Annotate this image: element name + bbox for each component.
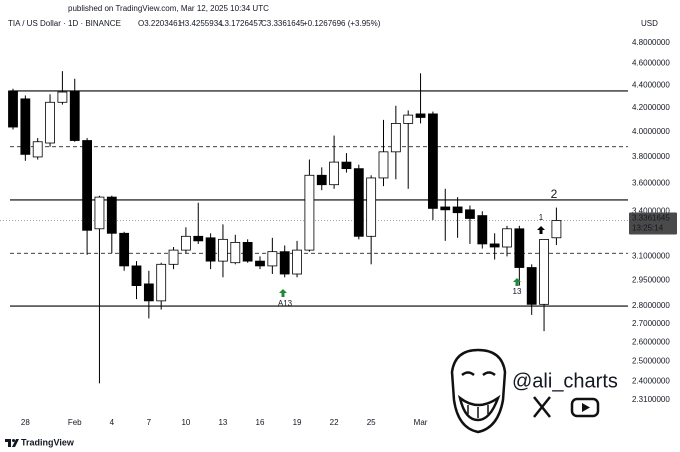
candle-body (20, 98, 31, 155)
ohlc-legend: O3.2203461H3.4255934L3.1726457C3.3361645… (138, 19, 381, 28)
x-tick-label: 22 (330, 418, 339, 427)
x-tick-label: 28 (21, 418, 30, 427)
signal-label: 13 (513, 287, 522, 296)
y-tick-label: 2.5000000 (632, 357, 670, 366)
change-value: +0.1267696 (+3.95%) (303, 19, 381, 28)
signal-label: 2 (551, 187, 558, 201)
candle-body (514, 228, 525, 268)
countdown-label: 13:25:14 (632, 224, 664, 233)
candle-body (477, 215, 488, 245)
candle-body (205, 237, 216, 262)
candle-body (106, 196, 117, 234)
candle-body (267, 251, 278, 267)
y-tick-label: 3.4000000 (632, 206, 670, 215)
candle-body (403, 114, 414, 124)
candle-body (131, 265, 142, 286)
candle-body (551, 220, 562, 239)
candle-body (539, 239, 549, 305)
candle-body (390, 123, 401, 153)
ohlc-value: L3.1726457 (220, 19, 263, 28)
candle-body (242, 241, 253, 262)
candle-body (193, 235, 204, 242)
watermark-face (450, 348, 507, 434)
y-tick-label: 3.8000000 (632, 152, 670, 161)
candle-body (316, 174, 327, 186)
y-tick-label: 2.9500000 (632, 276, 670, 285)
x-tick-label: 25 (367, 418, 376, 427)
candle-body (230, 241, 241, 264)
candle-body (292, 249, 302, 275)
tradingview-logo (5, 439, 19, 447)
candle-body (69, 90, 80, 141)
candle-body (452, 206, 463, 214)
candle-body (255, 260, 265, 267)
y-tick-label: 3.1000000 (632, 251, 670, 260)
y-tick-label: 2.7000000 (632, 319, 670, 328)
y-tick-label: 4.0000000 (632, 127, 670, 136)
signal-arrow (513, 278, 521, 286)
x-tick-label: 7 (147, 418, 152, 427)
plot-area: 4.8000000 4.6000000 4.4000000 4.2000000 4.00… (0, 38, 677, 427)
signal-label: A13 (278, 299, 293, 308)
ohlc-value: C3.3361645 (261, 19, 305, 28)
y-tick-label: 2.8000000 (632, 301, 670, 310)
candle-body (353, 168, 364, 237)
candle-body (279, 251, 290, 275)
candle-body (440, 206, 451, 211)
candle-body (415, 113, 426, 118)
candle-body (32, 141, 43, 158)
candle-body (57, 91, 68, 103)
y-tick-label: 2.3100000 (632, 395, 670, 404)
ohlc-value: H3.4255934 (179, 19, 223, 28)
y-tick-label: 4.8000000 (632, 38, 670, 47)
y-tick-label: 4.4000000 (632, 80, 670, 89)
x-tick-label: Mar (414, 418, 428, 427)
candle-body (366, 177, 377, 237)
candle-body (329, 161, 340, 186)
footer-brand: TradingView (21, 437, 75, 447)
ohlc-value: O3.2203461 (138, 19, 183, 28)
x-icon (533, 396, 551, 418)
published-note: published on TradingView.com, Mar 12, 20… (68, 4, 269, 13)
currency-label: USD (641, 19, 658, 28)
y-tick-label: 2.6000000 (632, 337, 670, 346)
y-tick-label: 2.4000000 (632, 376, 670, 385)
x-tick-label: 10 (181, 418, 190, 427)
x-tick-label: Feb (68, 418, 82, 427)
candle-body (168, 249, 179, 265)
candle-body (218, 238, 228, 262)
x-tick-label: 4 (110, 418, 115, 427)
candle-body (8, 90, 18, 128)
price-label: 3.3361645 (632, 214, 670, 223)
candle-body (427, 113, 438, 209)
x-tick-label: 16 (256, 418, 265, 427)
signal-arrow (537, 226, 545, 234)
x-tick-label: 19 (293, 418, 302, 427)
price-label-box (629, 212, 677, 235)
candle-body (94, 196, 105, 230)
y-tick-label: 4.2000000 (632, 103, 670, 112)
signal-arrow (279, 289, 287, 297)
symbol-title: TIA / US Dollar · 1D · BINANCE (8, 19, 121, 28)
candle-body (45, 101, 55, 144)
candle-body (489, 243, 500, 248)
candle-body (304, 174, 315, 251)
signal-label: 1 (539, 213, 544, 222)
candle-body (465, 209, 475, 219)
x-tick-label: 13 (218, 418, 227, 427)
y-tick-label: 4.6000000 (632, 59, 670, 68)
youtube-icon (570, 397, 600, 418)
candle-body (526, 267, 537, 305)
candle-body (180, 235, 191, 251)
candle-body (82, 140, 92, 231)
candle-body (341, 161, 352, 170)
candle-body (143, 283, 154, 302)
y-tick-label: 3.6000000 (632, 178, 670, 187)
candle-body (502, 228, 512, 248)
candle-body (156, 263, 167, 302)
candle-body (378, 151, 389, 179)
watermark-handle: @ali_charts (512, 370, 618, 392)
candle-body (119, 232, 130, 267)
